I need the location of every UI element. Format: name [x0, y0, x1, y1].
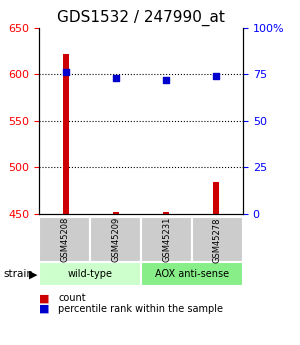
Text: count: count: [58, 294, 86, 303]
Text: strain: strain: [3, 269, 33, 279]
Text: GSM45208: GSM45208: [60, 217, 69, 263]
Text: GSM45278: GSM45278: [213, 217, 222, 263]
Bar: [213, 182, 219, 214]
Bar: [163, 212, 169, 214]
Text: wild-type: wild-type: [68, 269, 112, 279]
Text: percentile rank within the sample: percentile rank within the sample: [58, 304, 224, 314]
Text: ■: ■: [39, 304, 50, 314]
Text: AOX anti-sense: AOX anti-sense: [155, 269, 229, 279]
Point: [164, 77, 168, 82]
Title: GDS1532 / 247990_at: GDS1532 / 247990_at: [57, 10, 225, 26]
Text: ▶: ▶: [28, 269, 37, 279]
Point: [64, 70, 69, 75]
Text: GSM45209: GSM45209: [111, 217, 120, 263]
Text: ■: ■: [39, 294, 50, 303]
Text: GSM45231: GSM45231: [162, 217, 171, 263]
Bar: [113, 212, 119, 214]
Bar: [63, 54, 69, 214]
Point: [213, 73, 218, 79]
Point: [114, 75, 118, 81]
